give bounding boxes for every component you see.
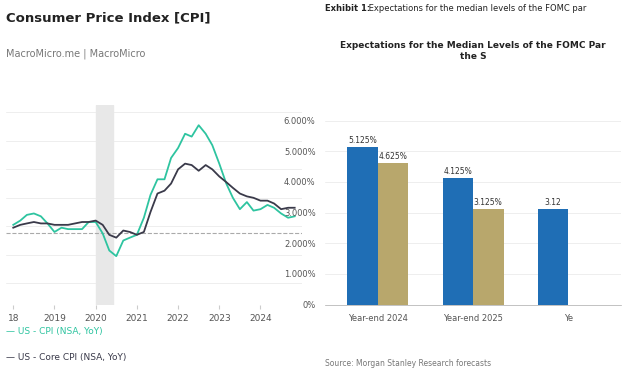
Bar — [377, 163, 408, 305]
Text: Source: Morgan Stanley Research forecasts: Source: Morgan Stanley Research forecast… — [325, 359, 492, 368]
Text: 3.12: 3.12 — [545, 198, 561, 206]
Text: Exhibit 1:: Exhibit 1: — [325, 4, 371, 13]
Bar — [538, 209, 568, 305]
Text: — US - CPI (NSA, YoY): — US - CPI (NSA, YoY) — [6, 327, 103, 336]
Text: 5.125%: 5.125% — [348, 136, 377, 145]
Text: Expectations for the Median Levels of the FOMC Par
the S: Expectations for the Median Levels of th… — [340, 41, 606, 61]
Text: 4.625%: 4.625% — [379, 152, 408, 161]
Text: MacroMicro.me | MacroMicro: MacroMicro.me | MacroMicro — [6, 49, 145, 59]
Bar — [96, 105, 113, 305]
Bar — [347, 147, 377, 305]
Text: 4.125%: 4.125% — [443, 167, 472, 176]
Bar — [473, 209, 503, 305]
Text: Expectations for the median levels of the FOMC par: Expectations for the median levels of th… — [366, 4, 586, 13]
Text: — US - Core CPI (NSA, YoY): — US - Core CPI (NSA, YoY) — [6, 353, 127, 362]
Text: 3.125%: 3.125% — [474, 198, 503, 206]
Text: Consumer Price Index [CPI]: Consumer Price Index [CPI] — [6, 11, 211, 24]
Bar — [443, 178, 473, 305]
